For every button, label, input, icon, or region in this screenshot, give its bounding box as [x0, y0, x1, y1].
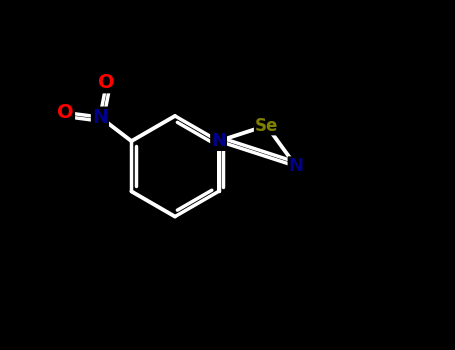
Text: N: N [288, 157, 303, 175]
Text: O: O [57, 103, 74, 122]
Text: O: O [98, 74, 115, 92]
Text: N: N [92, 107, 108, 127]
Text: N: N [211, 132, 226, 150]
Text: Se: Se [255, 117, 278, 134]
